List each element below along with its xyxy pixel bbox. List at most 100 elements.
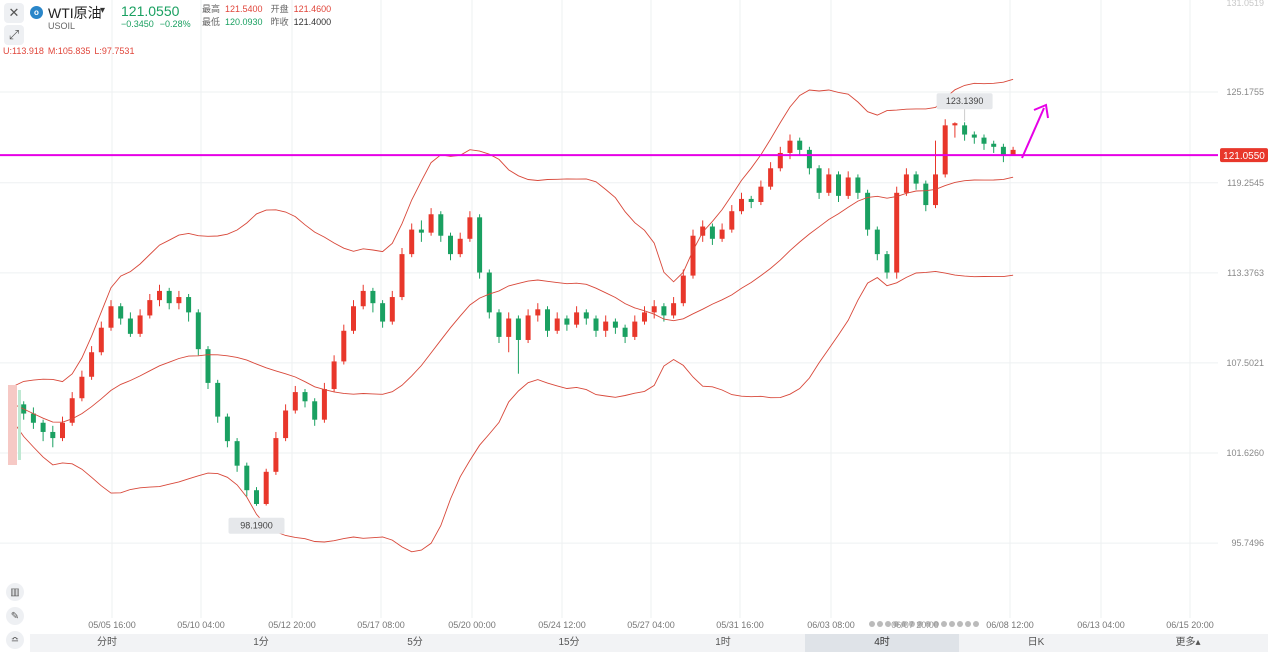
x-tick-label: 05/17 08:00 [357, 620, 405, 630]
candle-body [448, 235, 453, 255]
candle-body [254, 490, 259, 505]
candle-body [642, 312, 647, 322]
candle-body [952, 123, 958, 126]
candle-body [661, 306, 667, 316]
bar-chart-icon: ▥ [10, 586, 20, 598]
line-chart-icon: ≏ [10, 634, 20, 646]
price-stats: 最高 121.5400 开盘 121.4600 最低 120.0930 昨收 121.400… [202, 3, 339, 29]
bollinger-upper-line [13, 78, 1014, 387]
tab-timeshare[interactable]: 分时 [97, 637, 117, 648]
prev-close-value: 121.4000 [293, 17, 332, 27]
expand-button[interactable]: ⤢ [4, 25, 24, 45]
candle-body [215, 382, 221, 417]
candle-body [787, 140, 793, 153]
tab-1min[interactable]: 1分 [253, 637, 269, 648]
tab-15min[interactable]: 15分 [558, 637, 580, 648]
candle-body [69, 398, 75, 423]
candle-body [806, 149, 812, 169]
bollinger-lower-line [13, 270, 1014, 553]
candle-body [583, 312, 589, 319]
candle-body [399, 254, 405, 298]
candle-body [777, 152, 783, 169]
candle-body [127, 318, 133, 334]
bollinger-values: U:113.918 M:105.835 L:97.7531 [3, 46, 138, 56]
expand-icon: ⤢ [8, 27, 20, 42]
date-overlap-dot [917, 621, 923, 627]
candle-body [651, 306, 657, 313]
y-tick-label: 95.7496 [1231, 538, 1264, 548]
date-overlap-dot [973, 621, 979, 627]
close-icon: ✕ [8, 5, 20, 20]
current-price-tag-label: 121.0550 [1223, 151, 1265, 162]
low-marker-box [228, 517, 285, 534]
candle-body [157, 290, 162, 301]
draw-button[interactable]: ✎ [6, 607, 24, 625]
candle-body [515, 318, 521, 340]
price-chart[interactable]: 125.1755 119.2545 113.3763 107.5021 101.6260… [0, 0, 1268, 632]
x-tick-label: 05/27 04:00 [627, 620, 675, 630]
symbol-name[interactable]: WTI原油 [48, 5, 102, 21]
candle-body [719, 229, 725, 239]
tab-more[interactable]: 更多▴ [1175, 637, 1201, 648]
candle-body [166, 290, 172, 304]
tab-1hour[interactable]: 1时 [715, 637, 731, 648]
x-tick-label: 05/24 12:00 [538, 620, 586, 630]
y-tick-label: 113.3763 [1227, 268, 1264, 278]
chart-svg[interactable]: 125.1755 119.2545 113.3763 107.5021 101.6260… [0, 0, 1268, 632]
candle-body [263, 471, 269, 505]
period-tab-bar: 分时 1分 5分 15分 1时 4时 日K 更多▴ [30, 634, 1268, 652]
x-tick-label: 05/12 20:00 [268, 620, 316, 630]
trend-arrow-line [1021, 107, 1045, 159]
x-tick-label: 05/05 16:00 [88, 620, 136, 630]
candle-body [768, 168, 774, 187]
y-tick-label: 107.5021 [1226, 358, 1264, 368]
candle-body [709, 226, 715, 239]
candle-body [981, 137, 987, 144]
current-price-tag [1220, 148, 1268, 163]
candle-body [690, 235, 696, 276]
candle-body [739, 198, 744, 212]
date-overlap-dot [925, 621, 931, 627]
x-tick-label: 06/13 04:00 [1077, 620, 1125, 630]
candle-body [894, 192, 900, 273]
candle-body [360, 290, 366, 307]
candle-body [748, 198, 754, 203]
x-tick-label: 05/10 04:00 [177, 620, 225, 630]
candle-body [50, 431, 56, 439]
candle-body [525, 315, 531, 340]
candle-body [273, 438, 279, 472]
edge-bar [8, 385, 17, 465]
candle-body [186, 297, 192, 313]
low-value: 120.0930 [225, 17, 263, 27]
x-tick-label-overlap: 06/07 20:00 [891, 620, 939, 630]
high-label: 最高 [202, 4, 221, 14]
boll-middle: M:105.835 [47, 46, 91, 56]
candle-body [700, 226, 706, 236]
close-button[interactable]: ✕ [4, 3, 24, 23]
tab-daily[interactable]: 日K [1027, 637, 1045, 648]
candle-body [913, 174, 919, 184]
candle-body [79, 376, 85, 399]
candle-body [457, 238, 463, 255]
tab-4hour[interactable]: 4时 [805, 634, 959, 652]
date-overlap-dot [933, 621, 939, 627]
candle-body [622, 327, 628, 337]
chevron-down-icon[interactable]: ▾ [100, 5, 106, 16]
candle-body [671, 303, 677, 316]
candle-body [729, 211, 735, 230]
candle-body [283, 410, 289, 439]
low-label: 最低 [202, 17, 221, 27]
indicator-button[interactable]: ▥ [6, 583, 24, 601]
candle-body [564, 318, 570, 325]
date-overlap-dot [957, 621, 963, 627]
candle-body [865, 192, 871, 230]
tab-5min[interactable]: 5分 [407, 637, 423, 648]
candle-body [292, 392, 298, 411]
candle-body [137, 315, 143, 334]
date-overlap-dot [869, 621, 875, 627]
settings-button[interactable]: ≏ [6, 631, 24, 649]
candle-body [380, 303, 386, 322]
candle-body [971, 134, 977, 138]
candle-body [486, 272, 492, 313]
open-value: 121.4600 [293, 4, 332, 14]
